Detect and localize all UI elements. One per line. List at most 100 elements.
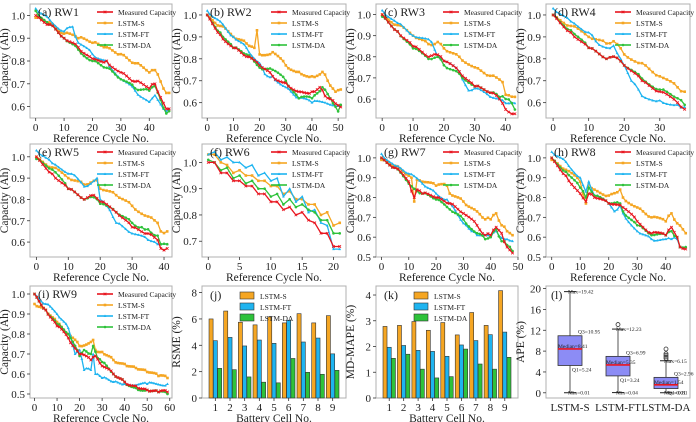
x-tick-label: 0 (33, 122, 39, 134)
data-point (315, 92, 319, 95)
data-point (601, 39, 605, 43)
data-point (130, 232, 134, 235)
data-point (593, 188, 596, 191)
data-point (108, 205, 112, 209)
data-point (650, 233, 653, 237)
data-point (396, 23, 399, 27)
data-point (673, 234, 676, 238)
data-point (578, 191, 582, 196)
data-point (71, 340, 75, 344)
data-point (587, 191, 591, 196)
data-point (386, 20, 390, 24)
data-point (271, 74, 275, 78)
data-point (91, 344, 95, 348)
data-point (54, 171, 57, 174)
data-point (590, 190, 593, 194)
data-point (277, 10, 281, 14)
data-point (88, 58, 91, 62)
data-point (121, 362, 124, 365)
data-point (380, 8, 384, 12)
box-lstm-da: Max=6.15Q3=2.96Median=1.54Q1=0.81Min=0.0… (653, 346, 694, 397)
data-point (467, 227, 471, 230)
data-point (302, 74, 306, 77)
data-point (423, 191, 427, 195)
data-point (431, 189, 435, 192)
data-point (116, 53, 120, 56)
data-point (64, 322, 68, 325)
data-point (664, 233, 668, 237)
data-point (339, 105, 343, 109)
data-point (238, 160, 241, 164)
x-tick-label: 40 (306, 122, 318, 134)
x-tick-label: 40 (660, 261, 672, 273)
data-point (654, 89, 658, 93)
data-point (670, 237, 673, 241)
data-point (595, 196, 599, 200)
data-point (415, 178, 419, 181)
data-point (292, 93, 296, 96)
data-point (269, 184, 273, 188)
data-point (71, 344, 75, 348)
data-point (114, 374, 118, 379)
data-point (32, 292, 37, 296)
data-point (491, 228, 496, 232)
data-point (128, 58, 131, 62)
legend-label: LSTM-FT (260, 303, 292, 312)
bar (238, 321, 243, 399)
data-point (111, 49, 114, 52)
y-tick-label: 1.0 (357, 153, 371, 165)
data-point (498, 78, 501, 81)
bar (286, 319, 292, 399)
x-tick-label: 40 (500, 122, 512, 134)
data-point (64, 333, 68, 337)
series-line (208, 161, 340, 248)
data-point (567, 173, 571, 177)
data-point (66, 336, 70, 340)
plot-frame (201, 143, 347, 258)
legend-label: Measured Capacity (636, 8, 694, 17)
data-point (78, 344, 81, 348)
data-point (323, 101, 327, 104)
data-point (569, 24, 573, 28)
data-point (258, 66, 261, 69)
data-point (98, 374, 102, 377)
data-point (73, 173, 77, 177)
data-point (208, 13, 212, 16)
data-point (145, 87, 148, 91)
data-point (62, 330, 66, 334)
data-point (437, 196, 441, 200)
panel-i: 0.50.60.70.80.91.00 10 20 30 40 50 60Reference… (0, 285, 176, 422)
data-point (558, 12, 562, 16)
series-line (381, 14, 515, 98)
data-point (633, 82, 637, 86)
data-point (205, 13, 209, 17)
data-point (221, 22, 225, 26)
x-tick-label: 40 (119, 402, 131, 414)
data-point (53, 309, 57, 313)
data-point (562, 14, 566, 17)
data-point (68, 32, 72, 35)
data-point (481, 216, 484, 219)
data-point (661, 231, 665, 236)
data-point (584, 199, 588, 204)
data-point (149, 231, 153, 235)
data-point (91, 59, 94, 63)
data-point (136, 386, 140, 390)
data-point (263, 67, 267, 71)
y-axis-label: Capacity (Ah) (171, 28, 183, 94)
data-point (162, 106, 165, 110)
data-point (321, 70, 324, 74)
series-measured-capacity (550, 156, 688, 251)
data-point (508, 245, 512, 249)
data-point (652, 239, 656, 242)
y-axis-label: MD-MAPE (%) (345, 305, 357, 380)
x-axis-label: Reference Cycle No. (570, 272, 666, 284)
data-point (388, 162, 391, 166)
data-point (658, 88, 662, 91)
data-point (133, 87, 137, 90)
data-point (54, 166, 57, 170)
data-point (85, 56, 89, 60)
data-point (632, 215, 636, 219)
data-point (143, 368, 147, 372)
